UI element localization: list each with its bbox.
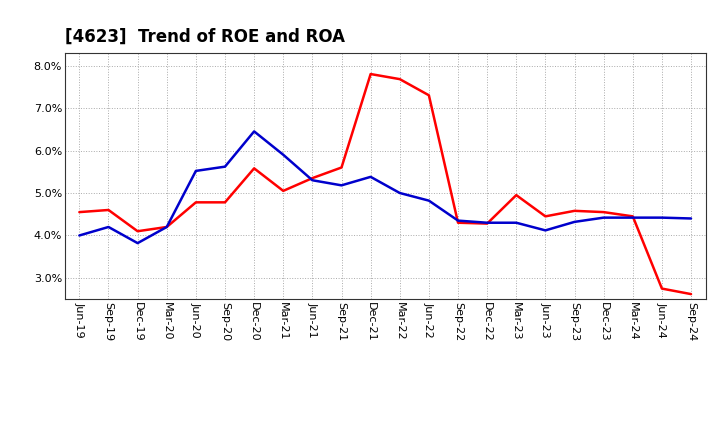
ROE [512, 192, 521, 198]
ROE [570, 208, 579, 213]
ROA [250, 129, 258, 134]
ROE [133, 229, 142, 234]
ROE [75, 209, 84, 215]
ROA [454, 218, 462, 223]
ROA [279, 152, 287, 158]
ROE [279, 188, 287, 194]
ROA [133, 241, 142, 246]
ROA [570, 219, 579, 224]
ROA [657, 215, 666, 220]
ROA [483, 220, 492, 225]
ROE [163, 224, 171, 230]
ROE [250, 166, 258, 171]
ROA [687, 216, 696, 221]
ROA [366, 174, 375, 180]
ROE [366, 71, 375, 77]
ROA [75, 233, 84, 238]
ROA [395, 191, 404, 196]
ROA [425, 198, 433, 203]
ROE [687, 291, 696, 297]
ROA [163, 224, 171, 230]
ROA [337, 183, 346, 188]
Line: ROE: ROE [79, 74, 691, 294]
Text: [4623]  Trend of ROE and ROA: [4623] Trend of ROE and ROA [65, 28, 345, 46]
ROE [192, 200, 200, 205]
ROA [629, 215, 637, 220]
ROA [599, 215, 608, 220]
ROA [512, 220, 521, 225]
ROA [541, 228, 550, 233]
Line: ROA: ROA [79, 132, 691, 243]
ROE [483, 221, 492, 226]
ROE [629, 214, 637, 219]
ROE [425, 93, 433, 98]
ROE [337, 165, 346, 170]
ROA [104, 224, 113, 230]
ROE [220, 200, 229, 205]
ROE [395, 77, 404, 82]
ROE [657, 286, 666, 291]
ROE [599, 209, 608, 215]
ROE [308, 176, 317, 181]
ROA [308, 178, 317, 183]
ROE [454, 220, 462, 225]
ROA [220, 164, 229, 169]
ROE [541, 214, 550, 219]
ROA [192, 168, 200, 173]
ROE [104, 207, 113, 213]
